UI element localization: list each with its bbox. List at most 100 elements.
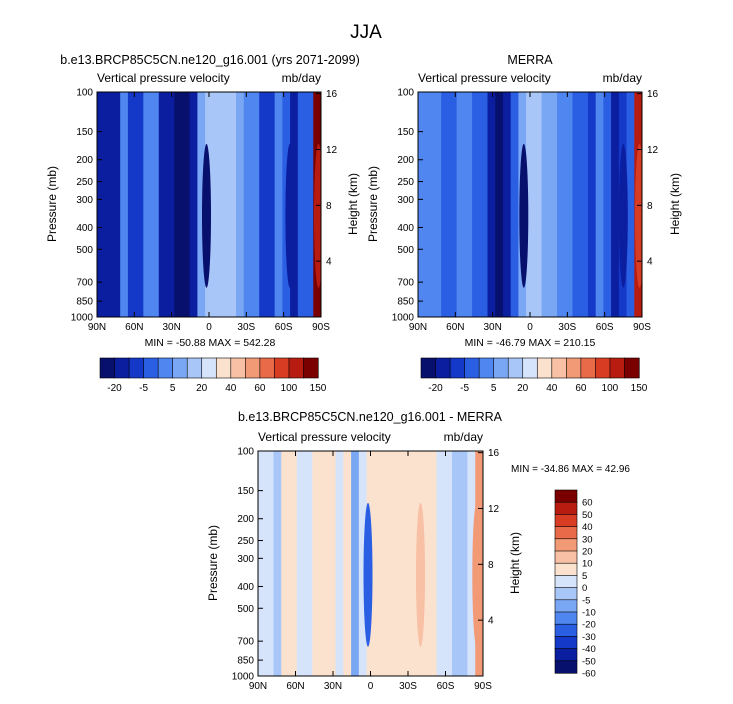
- x-tick-label: 90S: [633, 322, 651, 333]
- contour-band: [549, 92, 558, 317]
- colorbar-label: 40: [546, 383, 558, 394]
- y-tick-label: 100: [397, 88, 414, 99]
- axes: 90N 60N 30N 0 30S 60S 90S 100 150 200 250 300 400 500…: [71, 88, 338, 334]
- colorbar-label: 20: [582, 547, 593, 558]
- colorbar-swatch: [554, 575, 578, 589]
- panel-left-label: Vertical pressure velocity: [97, 71, 230, 85]
- x-tick-label: 60S: [437, 681, 455, 692]
- y-tick-label: 250: [397, 177, 414, 188]
- colorbar-label: 60: [575, 383, 587, 394]
- colorbar-swatch: [507, 357, 524, 379]
- panel-units: mb/day: [444, 430, 483, 444]
- contour-band: [112, 92, 121, 317]
- contour-band: [274, 92, 283, 317]
- panel-units: mb/day: [282, 71, 321, 85]
- y-tick-label: 150: [397, 127, 414, 138]
- colorbar-swatch: [303, 357, 319, 379]
- contour-band: [97, 92, 106, 317]
- y-tick-label: 200: [397, 155, 414, 166]
- x-tick-label: 90N: [409, 322, 427, 333]
- x-tick-label: 60N: [286, 681, 304, 692]
- contour-band: [603, 92, 612, 317]
- colorbar-label: 10: [582, 559, 593, 570]
- contour-band: [451, 451, 461, 676]
- contour-band: [428, 451, 438, 676]
- colorbar-swatch: [554, 660, 578, 674]
- colorbar-label: -20: [107, 383, 122, 394]
- contour-band: [374, 451, 383, 676]
- contour-band: [397, 451, 407, 676]
- y2-tick-label: 4: [326, 257, 332, 268]
- contour-band: [459, 451, 469, 676]
- panel-title: b.e13.BRCP85C5CN.ne120_g16.001 - MERRA: [238, 410, 503, 424]
- y2-tick-label: 12: [326, 145, 338, 156]
- x-tick-label: 0: [206, 322, 212, 333]
- contour-band: [472, 92, 481, 317]
- y-tick-label: 200: [76, 155, 93, 166]
- colorbar-label: 150: [310, 383, 327, 394]
- colorbar-swatch: [536, 357, 553, 379]
- colorbar-swatch: [493, 357, 509, 379]
- y-tick-label: 300: [397, 195, 414, 206]
- contour-band: [595, 92, 604, 317]
- y2-tick-label: 4: [488, 616, 494, 627]
- contour-feature: [618, 143, 628, 288]
- contour-band: [541, 92, 550, 317]
- x-tick-label: 0: [527, 322, 533, 333]
- contour-band: [220, 92, 229, 317]
- colorbar-label: -60: [582, 669, 596, 680]
- contour-band: [305, 92, 314, 317]
- axes: 90N 60N 30N 0 30S 60S 90S 100 150 200 250 300 400 500…: [392, 88, 659, 334]
- colorbar-swatch: [288, 357, 305, 379]
- contour-band: [351, 451, 360, 676]
- contour-band: [259, 92, 268, 317]
- y-tick-label: 1000: [392, 313, 415, 324]
- colorbar-label: -5: [460, 383, 469, 394]
- y-tick-label: 300: [237, 554, 254, 565]
- y2-tick-label: 16: [326, 89, 338, 100]
- x-tick-label: 30S: [558, 322, 576, 333]
- contour-band: [296, 451, 306, 676]
- colorbar-label: 40: [582, 522, 593, 533]
- colorbar-swatch: [259, 357, 275, 379]
- colorbar-label: 60: [582, 498, 593, 509]
- colorbar-label: 20: [196, 383, 208, 394]
- contour-band: [266, 92, 276, 317]
- y-tick-label: 100: [237, 447, 254, 458]
- contour-band: [433, 92, 442, 317]
- colorbar-swatch: [201, 357, 217, 379]
- contour-band: [510, 92, 520, 317]
- colorbar-swatch: [554, 636, 578, 650]
- y-tick-label: 850: [237, 656, 254, 667]
- x-tick-label: 90S: [312, 322, 330, 333]
- contour-band: [289, 451, 298, 676]
- panel-title: MERRA: [507, 53, 553, 67]
- contour-band: [243, 92, 253, 317]
- contour-band: [487, 92, 496, 317]
- contour-feature: [202, 143, 211, 288]
- colorbar-swatch: [478, 357, 495, 379]
- panel-difference: b.e13.BRCP85C5CN.ne120_g16.001 - MERRA V…: [206, 410, 630, 692]
- stats-text: MIN = -46.79 MAX = 210.15: [465, 337, 596, 349]
- contour-band: [441, 92, 450, 317]
- contour-band: [444, 451, 453, 676]
- y-tick-label: 700: [237, 637, 254, 648]
- y-axis-label: Pressure (mb): [45, 166, 59, 242]
- colorbar-label: 50: [582, 510, 593, 521]
- colorbar-label: 0: [582, 583, 587, 594]
- colorbar: -20 -5 5 20 40 60 100 150: [420, 357, 648, 394]
- colorbar-swatch: [245, 357, 261, 379]
- contour-band: [448, 92, 458, 317]
- contour-band: [464, 92, 473, 317]
- x-tick-label: 60N: [446, 322, 464, 333]
- colorbar-swatch: [128, 357, 145, 379]
- contour-feature: [363, 502, 373, 647]
- colorbar-swatch: [551, 357, 567, 379]
- colorbar-swatch: [554, 587, 578, 601]
- colorbar-swatch: [554, 599, 578, 613]
- y2-tick-label: 16: [488, 448, 500, 459]
- contour-band: [382, 451, 391, 676]
- colorbar-swatch: [464, 357, 480, 379]
- contour-band: [135, 92, 144, 317]
